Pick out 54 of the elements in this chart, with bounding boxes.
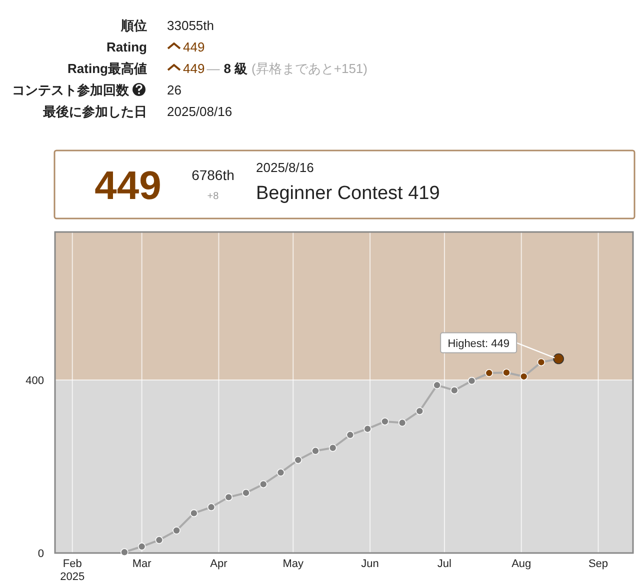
point bbox=[224, 493, 233, 502]
point bbox=[259, 480, 268, 488]
point bbox=[502, 368, 510, 376]
text: Beginner Contest 419 bbox=[256, 183, 440, 204]
point bbox=[537, 358, 546, 366]
x-tick-label: May bbox=[282, 558, 304, 570]
point bbox=[242, 488, 250, 497]
text: 8 級 bbox=[224, 61, 249, 76]
text: +8 bbox=[207, 191, 220, 202]
point bbox=[381, 418, 389, 426]
point bbox=[328, 444, 337, 452]
point bbox=[520, 372, 528, 380]
x-tick-label: Aug bbox=[512, 558, 532, 570]
point bbox=[433, 381, 441, 390]
x-tick-label: Sep bbox=[588, 558, 608, 570]
point bbox=[468, 376, 476, 385]
text: 6786th bbox=[192, 167, 234, 183]
text: 2025/08/16 bbox=[167, 104, 232, 119]
point bbox=[312, 447, 320, 455]
point bbox=[120, 548, 128, 556]
x-tick-label: Feb 2025 bbox=[60, 558, 85, 583]
point bbox=[398, 418, 406, 427]
point bbox=[364, 424, 372, 433]
text: 449 bbox=[94, 164, 162, 208]
y-tick-label: 0 bbox=[38, 548, 44, 560]
point bbox=[190, 509, 198, 518]
text: Rating bbox=[106, 40, 148, 54]
point bbox=[276, 468, 285, 476]
x-tick-label: Apr bbox=[210, 558, 228, 570]
point bbox=[485, 369, 494, 377]
point bbox=[450, 386, 458, 394]
x-tick-label: Jun bbox=[361, 558, 379, 570]
text: — bbox=[206, 61, 220, 76]
text: 2025/8/16 bbox=[256, 160, 314, 175]
point bbox=[172, 526, 180, 534]
text: 33055th bbox=[167, 18, 214, 33]
text: Rating最高値 bbox=[68, 61, 147, 76]
y-tick-label: 400 bbox=[26, 374, 44, 387]
x-tick-label: Mar bbox=[132, 558, 152, 570]
text: 449 bbox=[183, 40, 205, 54]
point bbox=[346, 430, 354, 439]
text: 最後に参加した日 bbox=[42, 104, 147, 119]
point bbox=[138, 542, 146, 550]
text: 26 bbox=[167, 82, 182, 98]
text: 順位 bbox=[120, 18, 147, 33]
point bbox=[207, 503, 216, 512]
text: コンテスト参加回数 bbox=[12, 82, 130, 98]
annotation: Highest: 449 bbox=[448, 338, 510, 350]
text: 449 bbox=[183, 61, 205, 76]
x-tick-label: Jul bbox=[437, 558, 452, 570]
text: (昇格まであと+151) bbox=[252, 61, 368, 76]
point bbox=[416, 407, 424, 415]
point bbox=[155, 536, 164, 544]
point bbox=[294, 456, 302, 464]
